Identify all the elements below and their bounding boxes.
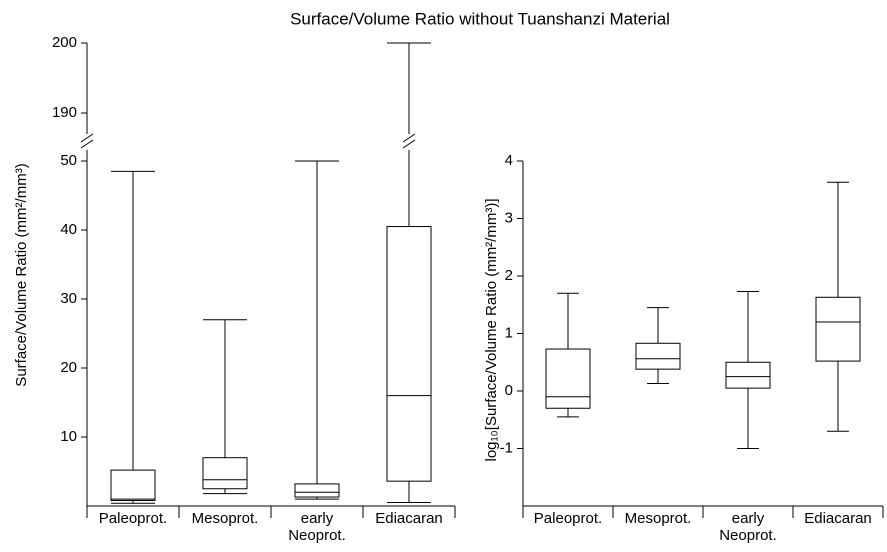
box (110, 469, 156, 501)
y-tick-label: 3 (505, 209, 513, 226)
x-tick-label: Paleoprot. (533, 510, 603, 527)
break-mark (402, 139, 416, 149)
box (294, 483, 340, 498)
x-tick-label: early Neoprot. (288, 510, 346, 544)
y-tick-label: 20 (60, 359, 77, 376)
x-tick-label: Ediacaran (375, 510, 443, 527)
x-tick-label: Mesoprot. (191, 510, 259, 527)
box (202, 457, 248, 490)
x-tick-label: Mesoprot. (624, 510, 692, 527)
y-tick-label: -1 (500, 439, 513, 456)
box (725, 361, 771, 389)
break-mark (402, 133, 416, 143)
x-tick-label: early Neoprot. (719, 510, 777, 544)
y-axis-label: log₁₀[Surface/Volume Ratio (mm²/mm³)] (483, 198, 500, 461)
y-tick-label: 4 (505, 152, 513, 169)
y-tick-label: 30 (60, 290, 77, 307)
chart-title: Surface/Volume Ratio without Tuanshanzi … (290, 9, 670, 28)
y-tick-label: 200 (52, 34, 77, 51)
y-tick-label: 1 (505, 324, 513, 341)
y-tick-label: 10 (60, 428, 77, 445)
break-mark (80, 133, 94, 143)
box (545, 348, 591, 409)
box (386, 226, 432, 482)
y-tick-label: 190 (52, 104, 77, 121)
y-tick-label: 0 (505, 382, 513, 399)
y-tick-label: 50 (60, 152, 77, 169)
x-tick-label: Ediacaran (804, 510, 872, 527)
y-tick-label: 40 (60, 221, 77, 238)
box (815, 296, 861, 362)
break-mark (80, 139, 94, 149)
y-axis-label: Surface/Volume Ratio (mm²/mm³) (13, 163, 30, 386)
y-tick-label: 2 (505, 267, 513, 284)
box (635, 342, 681, 370)
x-tick-label: Paleoprot. (98, 510, 168, 527)
